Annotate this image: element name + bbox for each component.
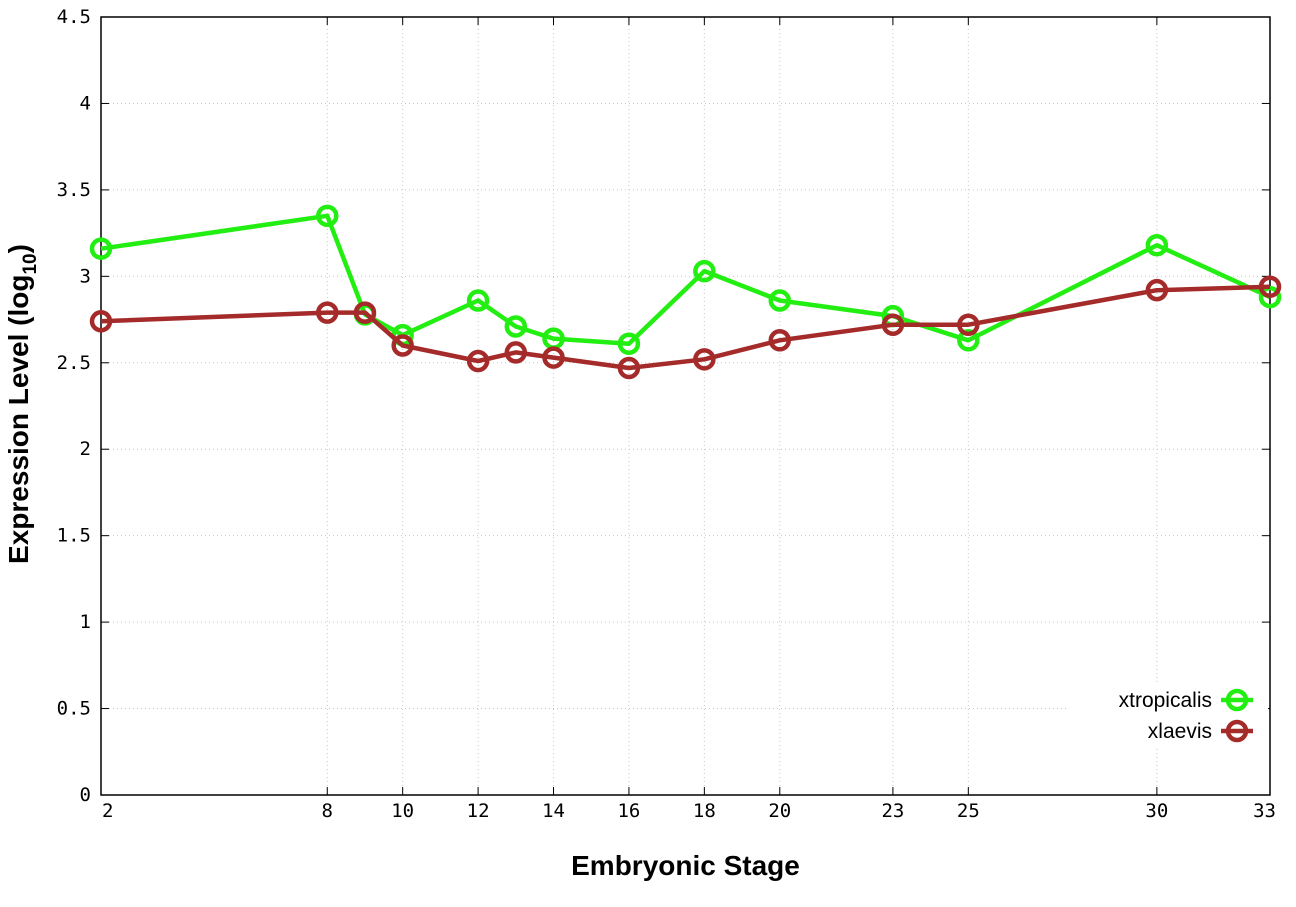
grid <box>101 17 1270 795</box>
data-point-xtropicalis <box>466 289 490 312</box>
legend-label-xlaevis: xlaevis <box>1148 720 1212 743</box>
x-tick-label: 20 <box>768 800 791 822</box>
data-point-xlaevis <box>881 313 905 336</box>
x-tick-label: 23 <box>881 800 904 822</box>
data-point-xlaevis <box>957 313 980 336</box>
x-tick-label: 16 <box>617 800 640 822</box>
y-tick-label: 1.5 <box>57 525 91 547</box>
x-axis: 2 8 10 12 14 16 18 20 23 25 30 33 <box>100 17 1276 822</box>
data-point-xlaevis <box>316 301 339 324</box>
y-tick-label: 4 <box>80 92 91 114</box>
y-tick-label: 1 <box>80 611 91 633</box>
legend-label-xtropicalis: xtropicalis <box>1119 689 1212 712</box>
data-point-xlaevis <box>1145 278 1169 302</box>
data-point-xlaevis <box>617 356 641 380</box>
y-axis-title-subscript: 10 <box>20 253 41 274</box>
data-point-xtropicalis <box>617 332 641 356</box>
legend-marker-xtropicalis <box>1225 688 1249 712</box>
x-tick-label: 33 <box>1253 800 1276 822</box>
data-point-xtropicalis <box>504 315 528 338</box>
y-axis: 0 0.5 1 1.5 2 2.5 3 3.5 4 4.5 <box>57 6 1270 806</box>
data-point-xlaevis <box>466 349 490 373</box>
data-point-xlaevis <box>693 348 716 371</box>
x-tick-label: 2 <box>102 800 113 822</box>
legend-marker-xlaevis <box>1225 719 1249 743</box>
x-tick-label: 18 <box>693 800 716 822</box>
y-tick-label: 3.5 <box>57 179 91 201</box>
y-tick-label: 0.5 <box>57 698 91 720</box>
data-point-xlaevis <box>391 334 414 357</box>
series-layer <box>89 204 1282 380</box>
x-axis-title: Embryonic Stage <box>571 850 800 881</box>
data-point-xtropicalis <box>89 237 113 260</box>
series-line-xlaevis <box>100 284 1271 371</box>
data-point-xlaevis <box>1258 275 1282 298</box>
y-axis-title: Expression Level (log10) <box>3 244 41 564</box>
data-point-xtropicalis <box>1145 233 1169 257</box>
x-tick-label: 14 <box>542 800 565 822</box>
y-axis-title-main: Expression Level (log <box>3 275 34 564</box>
data-point-xlaevis <box>768 329 792 352</box>
legend: xtropicalis xlaevis <box>1068 685 1268 746</box>
series-xlaevis <box>89 275 1282 380</box>
y-tick-label: 0 <box>80 784 91 806</box>
data-point-xlaevis <box>89 310 113 333</box>
data-point-xtropicalis <box>316 204 339 228</box>
series-line-xtropicalis <box>100 213 1271 347</box>
data-point-xtropicalis <box>693 259 716 283</box>
y-tick-label: 3 <box>80 265 91 287</box>
y-tick-label: 4.5 <box>57 6 91 28</box>
plot-frame <box>100 16 1271 796</box>
data-point-xlaevis <box>542 346 565 369</box>
x-tick-label: 30 <box>1145 800 1168 822</box>
data-point-xtropicalis <box>768 289 792 312</box>
y-tick-label: 2 <box>80 438 91 460</box>
data-point-xtropicalis <box>957 329 980 352</box>
series-xtropicalis <box>89 204 1282 356</box>
x-tick-label: 12 <box>467 800 490 822</box>
x-tick-label: 8 <box>322 800 333 822</box>
y-axis-title-close: ) <box>3 244 34 253</box>
x-tick-label: 25 <box>957 800 980 822</box>
x-tick-label: 10 <box>391 800 414 822</box>
data-point-xlaevis <box>353 301 377 324</box>
data-point-xlaevis <box>504 341 528 364</box>
y-tick-label: 2.5 <box>57 352 91 374</box>
